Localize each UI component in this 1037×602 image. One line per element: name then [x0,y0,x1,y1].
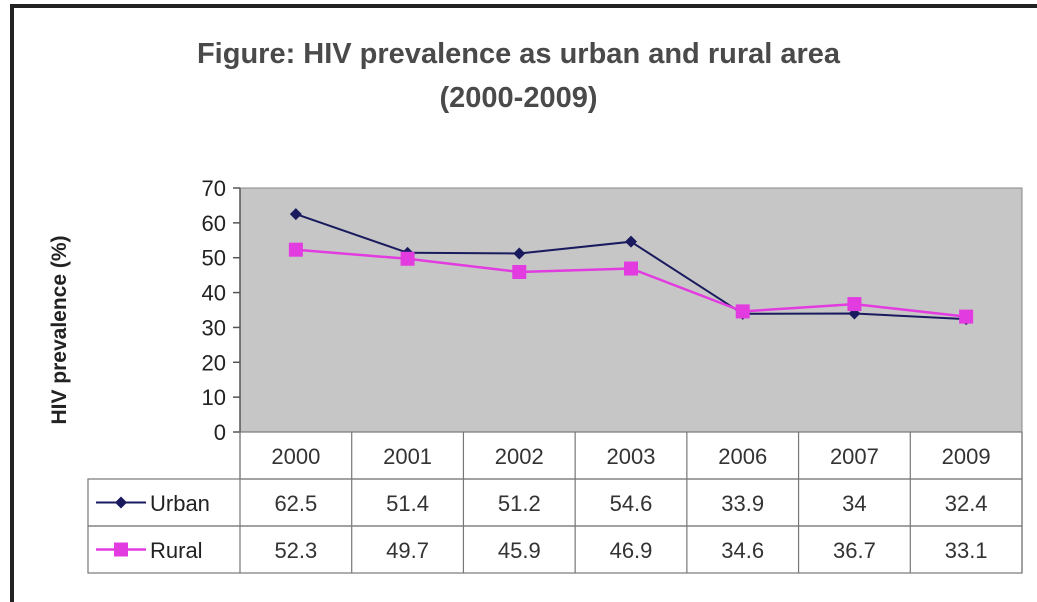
legend-key-marker-urban [115,496,127,509]
x-category-label: 2009 [942,444,991,469]
data-value-rural: 33.1 [945,538,988,563]
data-value-rural: 45.9 [498,538,541,563]
data-point-rural [847,297,862,312]
data-value-rural: 36.7 [833,538,876,563]
table-row-rural [87,525,1023,574]
data-point-rural [735,304,750,319]
data-value-urban: 32.4 [945,491,988,516]
y-tick-label: 50 [202,246,226,271]
x-category-label: 2001 [383,444,432,469]
plot-area [239,187,1023,433]
data-value-urban: 33.9 [721,491,764,516]
data-value-rural: 52.3 [274,538,317,563]
data-point-urban [625,235,637,248]
y-tick-label: 0 [214,420,226,445]
data-point-rural [288,242,303,257]
table-row-urban [87,478,1023,527]
legend-label-urban: Urban [150,491,210,516]
y-tick-label: 30 [202,315,226,340]
data-value-urban: 34 [842,491,866,516]
y-tick-label: 10 [202,385,226,410]
data-value-urban: 54.6 [610,491,653,516]
x-category-label: 2002 [495,444,544,469]
data-point-urban [289,208,302,221]
data-point-urban [513,247,526,260]
data-value-rural: 34.6 [721,538,764,563]
y-tick-label: 60 [202,211,226,236]
chart-subtitle: (2000-2009) [439,82,598,114]
data-value-rural: 46.9 [610,538,653,563]
chart-title: Figure: HIV prevalence as urban and rura… [196,38,841,70]
data-point-rural [400,251,415,266]
x-category-label: 2006 [718,444,767,469]
x-category-label: 2000 [271,444,320,469]
data-point-rural [624,261,638,276]
data-value-rural: 49.7 [386,538,429,563]
data-point-rural [959,309,974,324]
data-point-rural [512,265,527,280]
data-value-urban: 62.5 [274,491,317,516]
data-value-urban: 51.2 [498,491,541,516]
data-value-urban: 51.4 [386,491,429,516]
legend-label-rural: Rural [150,538,203,563]
legend-key-marker-rural [114,542,128,557]
x-category-label: 2003 [607,444,656,469]
y-tick-label: 40 [202,281,226,306]
y-tick-label: 70 [202,176,226,201]
y-tick-label: 20 [202,350,226,375]
x-category-label: 2007 [830,444,879,469]
